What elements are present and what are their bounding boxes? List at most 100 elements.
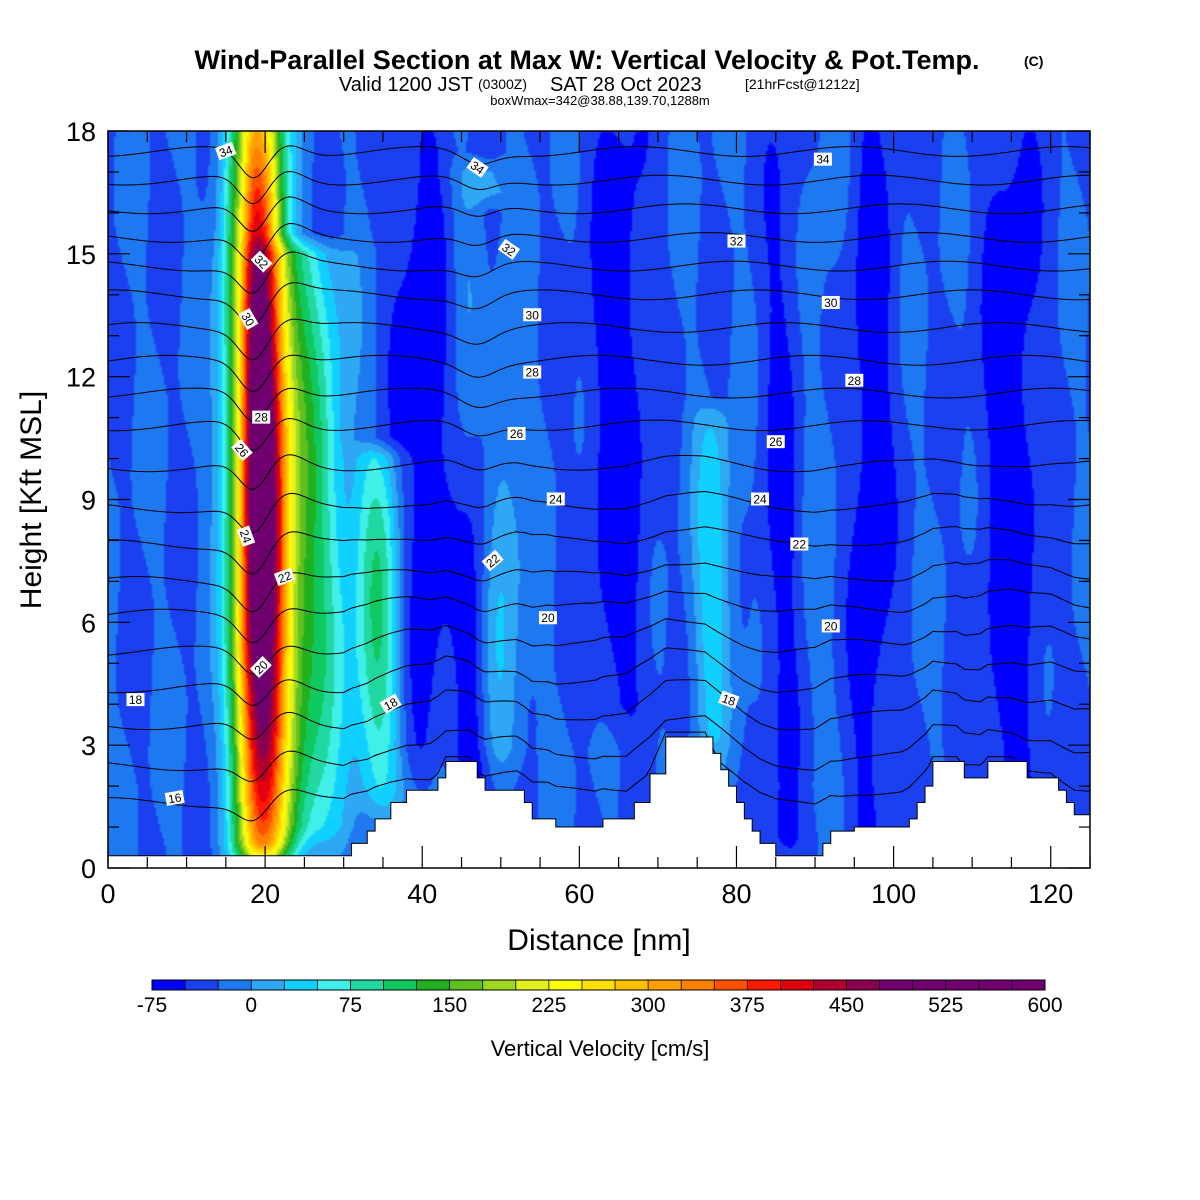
- contour-label-box: [252, 410, 271, 424]
- y-tick-label: 12: [66, 363, 96, 393]
- contour-label-text: 18: [382, 695, 401, 714]
- isentrope-22: [108, 558, 1090, 613]
- contour-label-16: 16: [164, 789, 185, 806]
- colorbar: -75 0 75 150 225 300 375 450 525 600: [137, 979, 1063, 1017]
- colorbar-swatch: [416, 980, 451, 990]
- y-tick-label: 0: [81, 854, 96, 884]
- y-tick-label: 18: [66, 117, 96, 147]
- subtitle-utc-time: (0300Z): [478, 76, 527, 92]
- contour-label-box: [238, 308, 259, 331]
- colorbar-swatch: [780, 980, 814, 990]
- isentrope-35: [108, 145, 1090, 179]
- contour-label-text: 22: [793, 538, 807, 552]
- colorbar-swatch: [879, 980, 914, 990]
- contour-label-24: 24: [237, 525, 256, 547]
- isentrope-24: [108, 490, 1090, 534]
- contour-label-32: 32: [727, 234, 746, 249]
- contour-label-box: [466, 156, 489, 178]
- isentrope-21: [108, 588, 1090, 644]
- colorbar-swatch: [515, 980, 550, 990]
- colorbar-tick-label: 225: [531, 994, 566, 1017]
- colorbar-tick-label: 300: [631, 994, 666, 1017]
- contour-label-box: [727, 234, 746, 248]
- x-tick-label: 0: [100, 879, 115, 909]
- colorbar-swatch: [548, 980, 583, 990]
- contour-label-text: 20: [541, 611, 555, 625]
- contour-label-text: 22: [276, 568, 294, 586]
- colorbar-swatch: [978, 980, 1013, 990]
- contour-label-box: [379, 693, 402, 714]
- contour-label-text: 24: [549, 493, 563, 507]
- contour-label-32: 32: [497, 238, 521, 260]
- subtitle-date: SAT 28 Oct 2023: [550, 74, 702, 96]
- contour-label-text: 30: [526, 308, 540, 322]
- contour-label-28: 28: [523, 365, 542, 380]
- contour-label-box: [214, 141, 237, 161]
- contour-label-text: 28: [848, 374, 862, 388]
- contour-label-30: 30: [523, 308, 542, 322]
- contour-label-box: [538, 611, 557, 625]
- contour-label-box: [481, 549, 504, 572]
- contour-label-text: 24: [753, 493, 767, 507]
- x-tick-label: 120: [1028, 879, 1073, 909]
- x-tick-label: 80: [721, 879, 751, 909]
- contour-label-24: 24: [546, 492, 565, 507]
- chart-title-mark: (C): [1024, 53, 1043, 69]
- vertical-velocity-field: [108, 131, 1090, 868]
- contour-label-28: 28: [252, 410, 271, 425]
- isentrope-26: [108, 417, 1090, 451]
- colorbar-swatch: [615, 980, 649, 990]
- contour-label-text: 16: [167, 790, 183, 806]
- colorbar-frame: [151, 979, 1046, 991]
- contour-label-20: 20: [249, 656, 272, 678]
- contour-label-box: [790, 537, 809, 551]
- colorbar-swatch: [1011, 980, 1046, 990]
- contour-label-26: 26: [231, 438, 253, 462]
- contour-label-20: 20: [821, 619, 840, 633]
- contour-label-box: [273, 567, 296, 587]
- y-tick-label: 15: [66, 240, 96, 270]
- contour-label-30: 30: [238, 308, 259, 331]
- isentrope-23: [108, 526, 1090, 575]
- colorbar-swatch: [383, 980, 418, 990]
- contour-label-text: 26: [769, 435, 783, 449]
- colorbar-swatch: [284, 980, 318, 990]
- isentrope-33: [108, 196, 1090, 233]
- contour-label-text: 34: [217, 143, 235, 161]
- contour-label-text: 26: [510, 427, 524, 441]
- colorbar-swatch: [218, 980, 252, 990]
- contour-label-26: 26: [766, 435, 785, 449]
- subtitle-valid-time: Valid 1200 JST: [339, 74, 473, 96]
- contour-label-28: 28: [845, 373, 864, 388]
- isentrope-20: [108, 618, 1090, 675]
- terrain: [108, 736, 1090, 868]
- isentrope-30: [108, 282, 1090, 326]
- isentrope-17: [108, 715, 1090, 782]
- colorbar-swatch: [648, 980, 682, 990]
- y-axis-label: Height [Kft MSL]: [15, 391, 48, 609]
- colorbar-swatch: [251, 980, 285, 990]
- colorbar-label: Vertical Velocity [cm/s]: [491, 1036, 710, 1061]
- isentrope-34: [108, 170, 1090, 205]
- contour-label-box: [507, 426, 526, 440]
- contour-label-box: [821, 295, 840, 309]
- colorbar-tick-label: 150: [432, 994, 467, 1017]
- contour-label-box: [497, 238, 521, 260]
- contour-label-30: 30: [821, 295, 840, 310]
- contour-label-text: 28: [526, 366, 540, 380]
- contour-label-32: 32: [250, 250, 273, 273]
- contour-label-20: 20: [538, 611, 557, 625]
- contour-label-18: 18: [718, 690, 740, 709]
- contour-label-text: 18: [129, 693, 143, 707]
- colorbar-swatch: [912, 980, 947, 990]
- isentrope-29: [108, 318, 1090, 361]
- contour-label-text: 32: [730, 235, 744, 249]
- contour-label-box: [231, 438, 253, 462]
- colorbar-tick-label: -75: [137, 994, 167, 1017]
- contour-label-box: [718, 690, 740, 709]
- colorbar-swatch: [482, 980, 517, 990]
- colorbar-swatch: [846, 980, 881, 990]
- contour-label-text: 30: [824, 296, 838, 310]
- x-tick-label: 60: [564, 879, 594, 909]
